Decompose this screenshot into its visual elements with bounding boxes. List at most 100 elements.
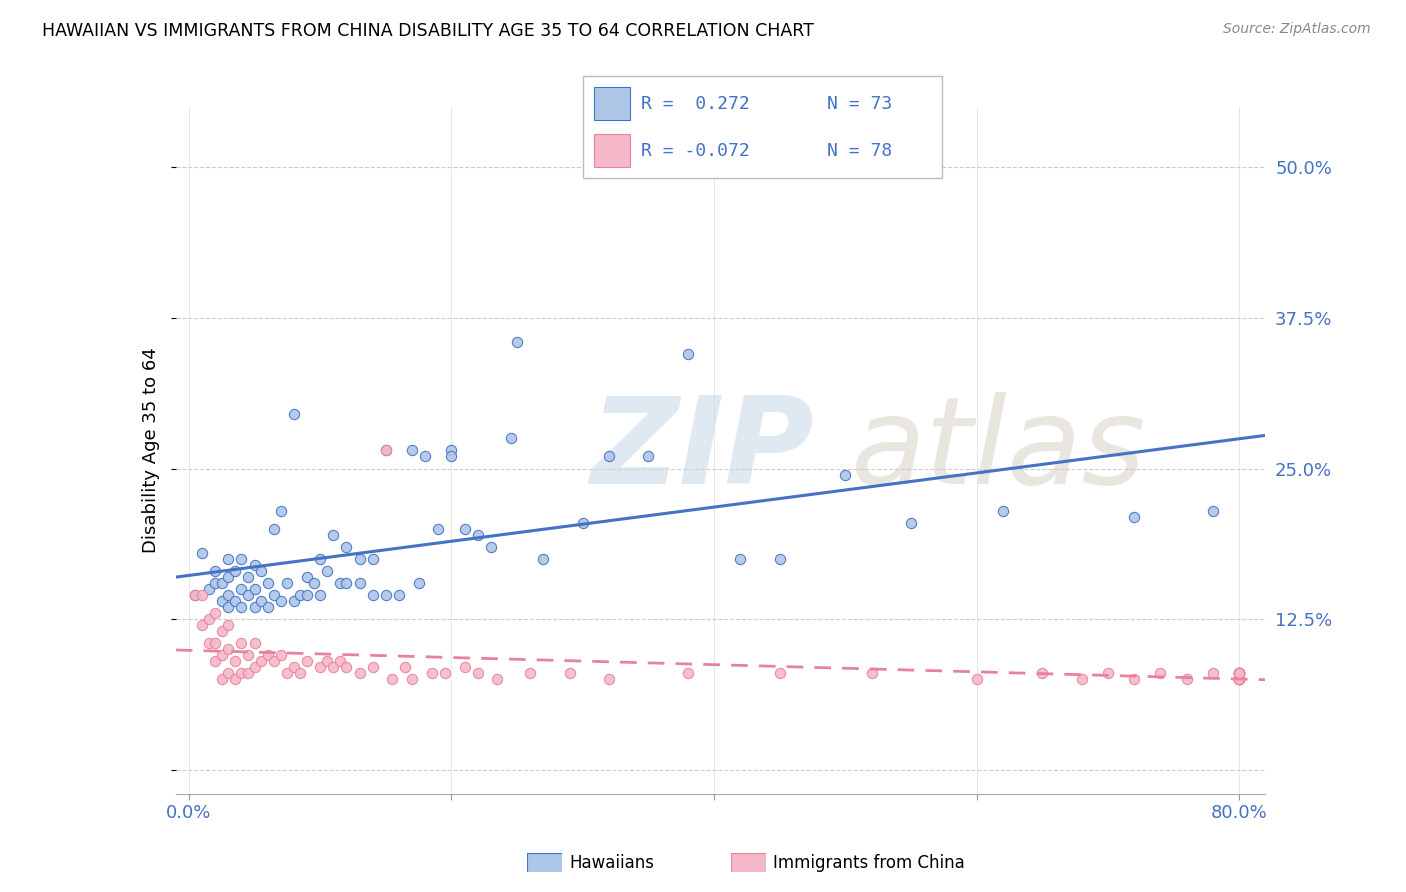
Point <box>302 576 325 591</box>
Point <box>236 666 259 681</box>
Point <box>243 636 266 650</box>
Point <box>1227 666 1250 681</box>
Point <box>1227 673 1250 687</box>
Point <box>420 666 443 681</box>
Point <box>315 564 337 578</box>
Point <box>256 648 278 663</box>
Point <box>486 673 509 687</box>
Point <box>519 666 541 681</box>
Point <box>374 443 396 458</box>
Point <box>1149 666 1171 681</box>
Point <box>388 588 411 602</box>
Point <box>361 588 384 602</box>
Point <box>184 588 207 602</box>
Point <box>231 552 253 566</box>
Point <box>217 618 239 632</box>
Point <box>204 636 226 650</box>
Point <box>349 552 371 566</box>
Point <box>769 552 792 566</box>
Point <box>1227 673 1250 687</box>
Text: R =  0.272: R = 0.272 <box>641 95 749 112</box>
Point <box>309 660 332 674</box>
Point <box>243 600 266 615</box>
Point <box>401 673 423 687</box>
Point <box>270 504 292 518</box>
Point <box>1227 666 1250 681</box>
Point <box>1097 666 1119 681</box>
Point <box>263 588 285 602</box>
Point <box>243 558 266 572</box>
Point <box>1202 666 1225 681</box>
Point <box>197 612 219 626</box>
Point <box>224 594 246 608</box>
Point <box>243 660 266 674</box>
Point <box>966 673 988 687</box>
Point <box>361 660 384 674</box>
Point <box>1227 666 1250 681</box>
Point <box>991 504 1014 518</box>
Point <box>335 660 357 674</box>
Point <box>413 450 436 464</box>
Point <box>1227 673 1250 687</box>
Point <box>329 654 352 668</box>
Point <box>349 666 371 681</box>
Text: atlas: atlas <box>852 392 1147 509</box>
Point <box>598 673 620 687</box>
Point <box>283 594 305 608</box>
Point <box>224 673 246 687</box>
Point <box>730 552 752 566</box>
Point <box>295 654 318 668</box>
Point <box>676 347 699 361</box>
Point <box>211 673 233 687</box>
Point <box>204 606 226 620</box>
Point <box>211 648 233 663</box>
Point <box>1123 509 1146 524</box>
Text: HAWAIIAN VS IMMIGRANTS FROM CHINA DISABILITY AGE 35 TO 64 CORRELATION CHART: HAWAIIAN VS IMMIGRANTS FROM CHINA DISABI… <box>42 22 814 40</box>
Point <box>191 588 214 602</box>
Point <box>598 450 620 464</box>
Point <box>1227 666 1250 681</box>
Point <box>1227 666 1250 681</box>
Point <box>499 431 522 445</box>
Point <box>860 666 883 681</box>
Point <box>349 576 371 591</box>
Point <box>204 564 226 578</box>
Point <box>394 660 416 674</box>
Point <box>290 666 312 681</box>
Point <box>900 516 922 530</box>
Point <box>283 407 305 421</box>
Point <box>1227 673 1250 687</box>
Y-axis label: Disability Age 35 to 64: Disability Age 35 to 64 <box>142 348 160 553</box>
Point <box>250 654 273 668</box>
Point <box>191 618 214 632</box>
Point <box>440 443 463 458</box>
Point <box>295 588 318 602</box>
Point <box>231 582 253 596</box>
Point <box>531 552 554 566</box>
Point <box>250 594 273 608</box>
Point <box>263 522 285 536</box>
Point <box>217 570 239 584</box>
Point <box>834 467 856 482</box>
Point <box>1227 673 1250 687</box>
Point <box>290 588 312 602</box>
Bar <box>595 135 630 167</box>
Point <box>453 522 475 536</box>
Point <box>1227 673 1250 687</box>
Point <box>1227 666 1250 681</box>
Point <box>256 576 278 591</box>
Point <box>374 588 396 602</box>
Point <box>1227 673 1250 687</box>
Point <box>236 570 259 584</box>
Point <box>322 528 344 542</box>
Point <box>769 666 792 681</box>
Point <box>1031 666 1053 681</box>
Point <box>231 636 253 650</box>
Point <box>1227 673 1250 687</box>
Point <box>1227 673 1250 687</box>
Point <box>217 642 239 657</box>
Point <box>676 666 699 681</box>
Point <box>295 570 318 584</box>
Point <box>322 660 344 674</box>
Point <box>1227 666 1250 681</box>
